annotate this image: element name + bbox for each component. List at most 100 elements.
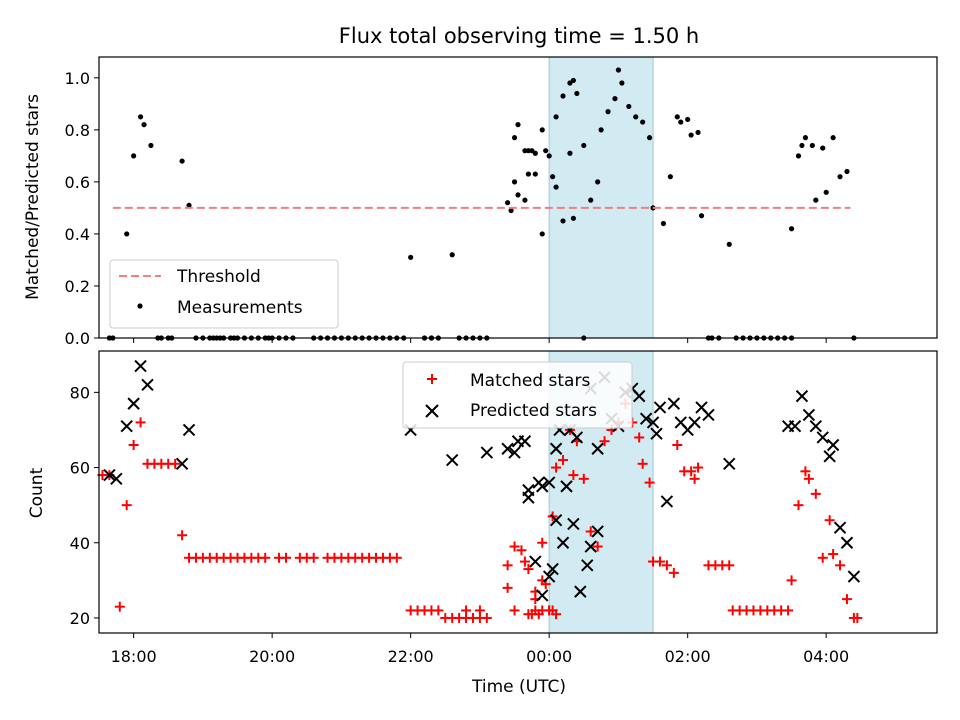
measurement-point xyxy=(515,122,521,128)
matched-star-point xyxy=(519,556,530,567)
matched-star-point xyxy=(502,582,513,593)
matched-star-point xyxy=(824,515,835,526)
predicted-star-point xyxy=(127,397,140,410)
measurement-point xyxy=(619,80,625,86)
matched-star-point xyxy=(419,605,430,616)
predicted-star-point xyxy=(660,495,674,508)
top-y-ticks: 0.0 0.2 0.4 0.6 0.8 1.0 xyxy=(65,69,99,348)
matched-legend-swatch xyxy=(427,374,437,384)
matched-star-point xyxy=(654,556,665,567)
matched-star-point xyxy=(686,466,697,477)
predicted-star-point xyxy=(809,419,823,433)
y-tick-label: 40 xyxy=(70,534,90,553)
measurement-point xyxy=(820,145,826,151)
matched-star-point xyxy=(661,560,672,571)
predicted-star-point xyxy=(795,389,809,403)
measurement-point xyxy=(809,142,815,149)
matched-star-point xyxy=(433,605,444,616)
measurement-point xyxy=(695,129,701,136)
measurement-point xyxy=(612,96,618,102)
measurement-point xyxy=(449,252,455,258)
measurement-point xyxy=(560,218,566,224)
measurement-point xyxy=(508,207,514,214)
measurement-point xyxy=(179,158,185,164)
matched-star-point xyxy=(516,545,527,556)
predicted-star-point xyxy=(653,401,667,414)
matched-star-points xyxy=(97,398,863,623)
matched-star-point xyxy=(551,609,562,620)
matched-star-point xyxy=(835,560,846,571)
x-tick-label: 22:00 xyxy=(388,647,434,666)
measurement-point xyxy=(539,127,545,133)
measurement-point xyxy=(543,148,549,154)
matched-star-point xyxy=(810,488,821,499)
measurement-point xyxy=(148,142,154,149)
y-tick-label: 0.6 xyxy=(65,173,90,192)
matched-star-point xyxy=(841,594,852,605)
matched-star-point xyxy=(599,436,610,447)
predicted-star-point xyxy=(650,427,663,440)
predicted-star-point xyxy=(536,480,549,493)
predicted-star-point xyxy=(840,536,854,549)
measurement-point xyxy=(615,67,622,73)
measurement-point xyxy=(560,93,566,99)
matched-star-point xyxy=(852,612,863,623)
measurement-point xyxy=(505,200,511,206)
matched-star-point xyxy=(135,417,146,428)
measurement-point xyxy=(678,119,684,125)
predicted-star-point xyxy=(816,431,829,444)
matched-star-point xyxy=(558,455,569,466)
matched-star-point xyxy=(800,466,811,477)
predicted-star-point xyxy=(667,397,681,410)
predicted-star-point xyxy=(549,513,563,527)
measurement-point xyxy=(813,197,819,203)
predicted-star-point xyxy=(584,540,597,553)
measurement-point xyxy=(626,103,632,110)
matched-star-point xyxy=(121,500,132,511)
matched-star-point xyxy=(308,552,319,563)
matched-star-point xyxy=(672,440,683,450)
predicted-star-point xyxy=(646,416,660,429)
matched-star-point xyxy=(177,530,188,541)
measurement-point xyxy=(522,197,528,203)
bottom-legend: Matched stars Predicted stars xyxy=(402,361,633,429)
matched-star-point xyxy=(828,549,839,560)
measurement-point xyxy=(511,179,518,185)
measurement-point xyxy=(581,142,587,149)
measurement-point xyxy=(799,142,805,149)
y-tick-label: 0.8 xyxy=(65,121,90,140)
top-panel: Flux total observing time = 1.50 h 0.00.… xyxy=(23,24,938,348)
matched-star-point xyxy=(509,541,520,552)
predicted-star-point xyxy=(546,562,559,576)
matched-legend-label: Matched stars xyxy=(470,371,590,391)
measurement-point xyxy=(553,184,559,190)
y-tick-label: 1.0 xyxy=(65,69,90,88)
matched-star-point xyxy=(793,500,804,511)
measurement-point xyxy=(667,174,673,180)
predicted-star-point xyxy=(518,435,532,448)
predicted-star-point xyxy=(445,453,459,467)
predicted-star-point xyxy=(723,457,736,471)
matched-star-point xyxy=(817,552,828,563)
measurement-points xyxy=(106,67,857,341)
predicted-star-point xyxy=(574,585,587,598)
measurement-point xyxy=(588,197,594,203)
top-plot-frame xyxy=(98,56,938,339)
measurement-point xyxy=(550,174,556,180)
measurement-point xyxy=(802,135,809,141)
measurement-point xyxy=(515,192,521,198)
matched-star-point xyxy=(568,470,579,481)
measurement-point xyxy=(595,179,601,185)
predicted-star-point xyxy=(134,359,147,373)
predicted-star-point xyxy=(591,525,604,538)
matched-star-point xyxy=(170,458,181,469)
measurement-point xyxy=(823,189,829,195)
matched-star-point xyxy=(693,462,704,473)
measurement-point xyxy=(685,116,691,123)
predicted-star-point xyxy=(120,419,133,433)
matched-star-point xyxy=(280,552,291,563)
predicted-star-point xyxy=(501,442,514,455)
y-tick-label: 0.0 xyxy=(65,329,90,348)
matched-star-point xyxy=(128,440,139,450)
y-tick-label: 80 xyxy=(70,383,90,402)
